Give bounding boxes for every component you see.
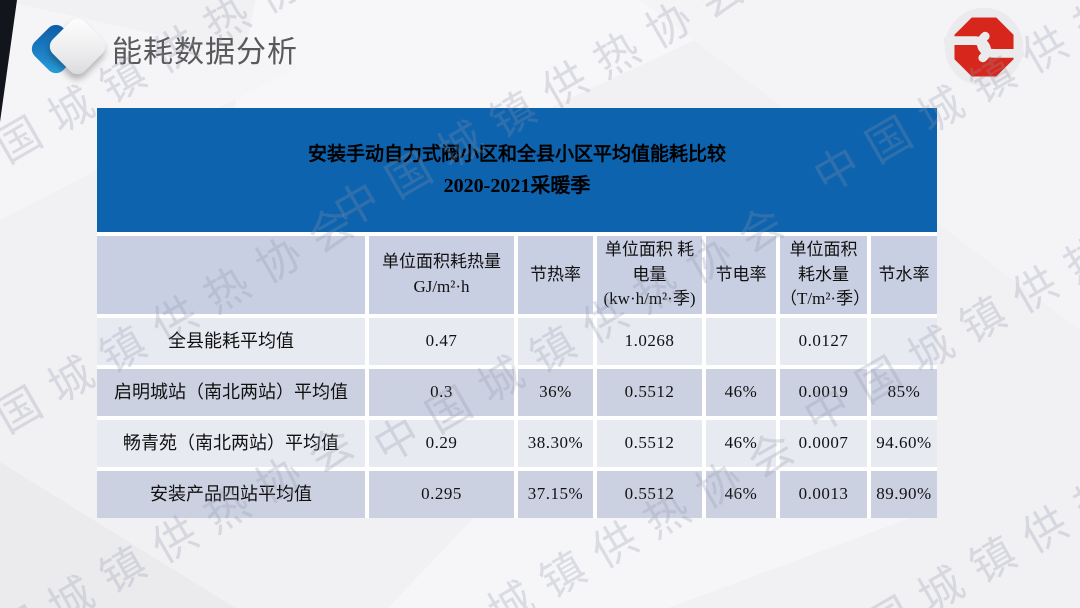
table-cell: 46% bbox=[706, 471, 776, 518]
table-cell: 0.5512 bbox=[597, 471, 702, 518]
row-label: 全县能耗平均值 bbox=[97, 318, 365, 365]
table-cell: 46% bbox=[706, 420, 776, 467]
table-title-banner: 安装手动自力式阀小区和全县小区平均值能耗比较 2020-2021采暖季 bbox=[97, 108, 937, 232]
table-cell: 46% bbox=[706, 369, 776, 416]
table-cell: 1.0268 bbox=[597, 318, 702, 365]
row-label: 畅青苑（南北两站）平均值 bbox=[97, 420, 365, 467]
col-header-heat-per-area: 单位面积耗热量 GJ/m²·h bbox=[369, 236, 514, 314]
table-title-line2: 2020-2021采暖季 bbox=[443, 175, 591, 198]
table-cell bbox=[518, 318, 593, 365]
table-grid: 单位面积耗热量 GJ/m²·h 节热率 单位面积 耗 电量 (kw·h/m²·季… bbox=[97, 236, 937, 518]
col-header-electricity-saving-rate: 节电率 bbox=[706, 236, 776, 314]
col-header-water-saving-rate: 节水率 bbox=[871, 236, 937, 314]
col-header-heat-saving-rate: 节热率 bbox=[518, 236, 593, 314]
table-title-line1: 安装手动自力式阀小区和全县小区平均值能耗比较 bbox=[307, 143, 726, 165]
table-cell: 0.5512 bbox=[597, 369, 702, 416]
table-cell: 0.295 bbox=[369, 471, 514, 518]
table-cell: 0.47 bbox=[369, 318, 514, 365]
table-cell: 0.0013 bbox=[780, 471, 867, 518]
double-diamond-icon bbox=[27, 14, 110, 86]
table-cell: 38.30% bbox=[518, 420, 593, 467]
table-cell: 89.90% bbox=[871, 471, 937, 518]
table-cell: 0.0007 bbox=[780, 420, 867, 467]
energy-comparison-table: 安装手动自力式阀小区和全县小区平均值能耗比较 2020-2021采暖季 单位面积… bbox=[97, 108, 937, 518]
table-cell: 0.29 bbox=[369, 420, 514, 467]
table-cell: 0.0127 bbox=[780, 318, 867, 365]
table-cell bbox=[871, 318, 937, 365]
table-cell: 0.5512 bbox=[597, 420, 702, 467]
table-cell: 37.15% bbox=[518, 471, 593, 518]
table-cell: 85% bbox=[871, 369, 937, 416]
china-heating-association-logo-icon bbox=[944, 7, 1024, 87]
table-cell bbox=[706, 318, 776, 365]
table-cell: 36% bbox=[518, 369, 593, 416]
row-label: 安装产品四站平均值 bbox=[97, 471, 365, 518]
col-header-water-per-area: 单位面积 耗水量 （T/m²·季） bbox=[780, 236, 870, 314]
table-cell: 0.0019 bbox=[780, 369, 867, 416]
corner-accent-shape bbox=[0, 0, 17, 122]
row-label: 启明城站（南北两站）平均值 bbox=[97, 369, 365, 416]
table-cell: 0.3 bbox=[369, 369, 514, 416]
col-header-empty bbox=[97, 236, 365, 314]
page-title: 能耗数据分析 bbox=[112, 36, 298, 69]
col-header-electricity-per-area: 单位面积 耗 电量 (kw·h/m²·季) bbox=[597, 236, 702, 314]
table-cell: 94.60% bbox=[871, 420, 937, 467]
